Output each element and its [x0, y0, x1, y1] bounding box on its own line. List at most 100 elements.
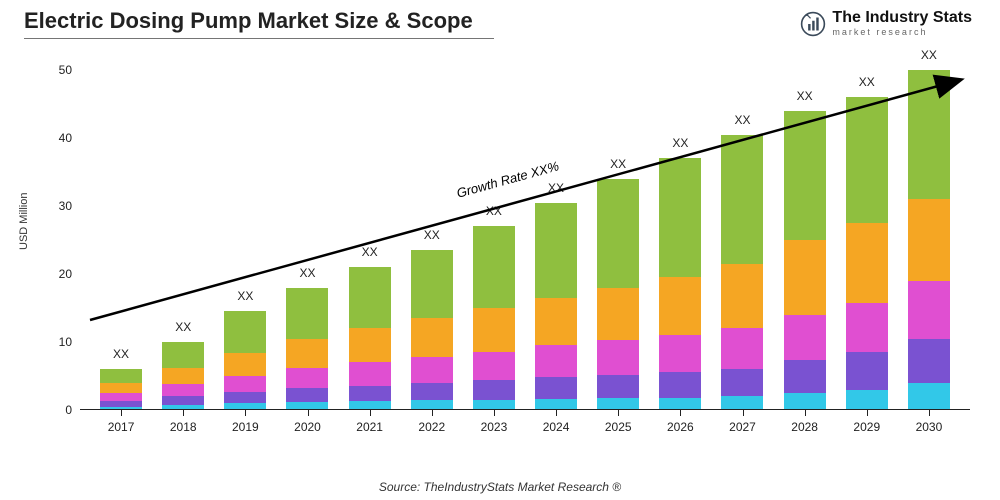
y-tick-label: 10 [32, 335, 72, 349]
bar-stack [535, 203, 577, 410]
bar-segment [349, 267, 391, 328]
bar-column: XX [774, 111, 836, 410]
x-tick-mark [370, 410, 371, 416]
bar-stack [659, 158, 701, 410]
x-tick-label: 2024 [526, 420, 586, 434]
x-tick-mark [743, 410, 744, 416]
bar-value-label: XX [175, 320, 191, 334]
x-tick-label: 2028 [775, 420, 835, 434]
x-tick-label: 2026 [650, 420, 710, 434]
x-tick-label: 2018 [153, 420, 213, 434]
bar-column: XX [525, 203, 587, 410]
x-tick-label: 2029 [837, 420, 897, 434]
x-tick-mark [494, 410, 495, 416]
bar-segment [908, 383, 950, 410]
bar-segment [286, 339, 328, 368]
x-tick-label: 2022 [402, 420, 462, 434]
source-caption: Source: TheIndustryStats Market Research… [0, 480, 1000, 494]
bar-segment [721, 264, 763, 328]
bar-column: XX [463, 226, 525, 410]
bar-segment [597, 288, 639, 340]
x-tick-mark [183, 410, 184, 416]
bar-segment [908, 281, 950, 339]
bar-stack [100, 369, 142, 410]
title-underline [24, 38, 494, 39]
bar-column: XX [587, 179, 649, 410]
bar-segment [721, 135, 763, 264]
bar-segment [846, 390, 888, 410]
bar-segment [784, 393, 826, 410]
bar-segment [721, 396, 763, 410]
bar-segment [100, 393, 142, 401]
logo-main-text: The Industry Stats [832, 10, 972, 26]
x-tick-label: 2021 [340, 420, 400, 434]
bar-segment [846, 97, 888, 223]
x-tick-mark [308, 410, 309, 416]
bar-stack [349, 267, 391, 410]
bar-column: XX [401, 250, 463, 410]
bar-segment [597, 179, 639, 288]
bar-value-label: XX [362, 245, 378, 259]
bar-stack [286, 288, 328, 410]
bar-value-label: XX [548, 181, 564, 195]
bar-column: XX [649, 158, 711, 410]
bar-segment [162, 384, 204, 396]
x-tick-mark [245, 410, 246, 416]
logo-sub-text: market research [832, 28, 972, 37]
bar-value-label: XX [921, 48, 937, 62]
x-tick-mark [805, 410, 806, 416]
bar-segment [535, 298, 577, 346]
bar-stack [784, 111, 826, 410]
bar-segment [721, 328, 763, 369]
y-axis-label: USD Million [18, 193, 30, 250]
y-tick-label: 50 [32, 63, 72, 77]
bar-segment [100, 383, 142, 393]
bar-segment [162, 342, 204, 368]
bar-segment [846, 352, 888, 389]
bar-segment [535, 345, 577, 377]
bar-column: XX [711, 135, 773, 410]
bar-segment [473, 380, 515, 400]
x-tick-mark [680, 410, 681, 416]
bar-column: XX [898, 70, 960, 410]
bar-segment [100, 369, 142, 383]
bar-stack [473, 226, 515, 410]
bar-column: XX [152, 342, 214, 410]
bar-stack [162, 342, 204, 410]
y-tick-label: 20 [32, 267, 72, 281]
x-tick-label: 2019 [215, 420, 275, 434]
y-tick-label: 0 [32, 403, 72, 417]
bar-group: XXXXXXXXXXXXXXXXXXXXXXXXXXXX [80, 70, 970, 410]
y-tick-label: 30 [32, 199, 72, 213]
chart-title: Electric Dosing Pump Market Size & Scope [24, 8, 473, 34]
bar-segment [908, 199, 950, 281]
x-tick-mark [556, 410, 557, 416]
logo-text: The Industry Stats market research [832, 10, 972, 37]
bar-segment [286, 388, 328, 402]
bar-value-label: XX [424, 228, 440, 242]
bar-segment [659, 158, 701, 277]
x-tick-mark [121, 410, 122, 416]
bar-segment [162, 368, 204, 384]
bar-stack [721, 135, 763, 410]
bar-segment [224, 311, 266, 352]
bar-segment [224, 392, 266, 403]
bar-value-label: XX [734, 113, 750, 127]
bar-value-label: XX [113, 347, 129, 361]
bar-stack [224, 311, 266, 410]
bar-segment [349, 328, 391, 362]
bar-segment [908, 339, 950, 383]
bar-segment [597, 375, 639, 399]
bar-value-label: XX [237, 289, 253, 303]
bar-segment [411, 250, 453, 318]
bar-segment [784, 315, 826, 361]
bar-stack [597, 179, 639, 410]
x-tick-mark [618, 410, 619, 416]
bar-segment [784, 240, 826, 315]
x-tick-label: 2025 [588, 420, 648, 434]
bar-segment [597, 340, 639, 375]
bar-stack [908, 70, 950, 410]
bar-segment [411, 318, 453, 357]
bar-segment [659, 372, 701, 398]
bar-segment [659, 277, 701, 334]
